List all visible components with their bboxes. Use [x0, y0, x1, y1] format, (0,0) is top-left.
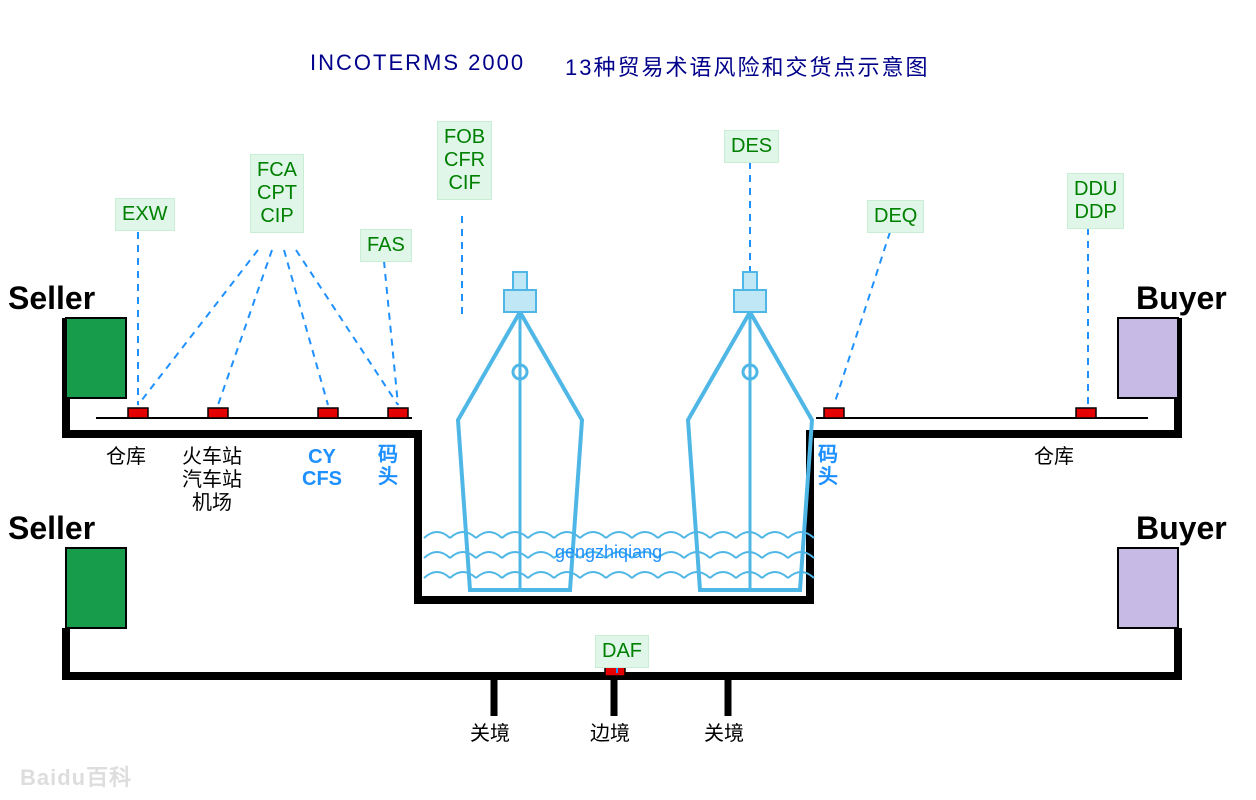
label-seller-bottom: Seller — [8, 510, 95, 547]
source-logo: Baidu百科 — [20, 760, 132, 792]
label-buyer-bottom: Buyer — [1136, 510, 1227, 547]
loc-warehouse-left: 仓库 — [106, 446, 146, 469]
tag-exw: EXW — [115, 198, 175, 231]
loc-dock-left: 码 头 — [378, 444, 398, 488]
watermark-text: gengzhiqiang — [555, 542, 662, 563]
loc-customs-right: 关境 — [704, 723, 744, 746]
label-seller-top: Seller — [8, 280, 95, 317]
tag-ddu: DDU DDP — [1067, 173, 1124, 229]
tag-fas: FAS — [360, 229, 412, 262]
tag-deq: DEQ — [867, 200, 924, 233]
loc-border: 边境 — [590, 723, 630, 746]
loc-customs-left: 关境 — [470, 723, 510, 746]
loc-stations: 火车站 汽车站 机场 — [182, 446, 242, 515]
loc-dock-right: 码 头 — [818, 444, 838, 488]
diagram-svg — [0, 0, 1256, 800]
tag-des: DES — [724, 130, 779, 163]
tag-fca: FCA CPT CIP — [250, 154, 304, 233]
tag-fob: FOB CFR CIF — [437, 121, 492, 200]
loc-warehouse-right: 仓库 — [1034, 446, 1074, 469]
loc-cy-cfs: CY CFS — [302, 446, 342, 490]
diagram-stage: INCOTERMS 2000 13种贸易术语风险和交货点示意图 EXW FCA … — [0, 0, 1256, 800]
tag-daf: DAF — [595, 635, 649, 668]
label-buyer-top: Buyer — [1136, 280, 1227, 317]
